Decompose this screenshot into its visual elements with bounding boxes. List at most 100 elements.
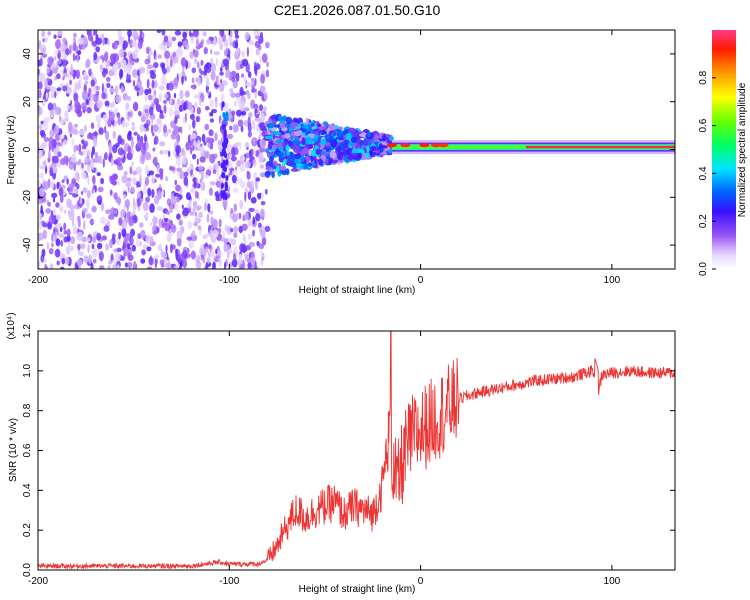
spectrogram-noise-mark — [163, 35, 169, 43]
spectrogram-noise-mark — [265, 69, 270, 78]
spectrogram-noise-mark — [70, 245, 74, 252]
spectrogram-noise-mark — [193, 49, 199, 58]
spectrogram-noise-mark — [176, 147, 180, 158]
spectrogram-noise-mark — [56, 87, 62, 92]
spectrogram-noise-mark — [46, 116, 52, 121]
spectrogram-spread-mark — [336, 146, 342, 153]
spectrogram-noise-mark — [49, 263, 54, 269]
spectrogram-noise-mark — [42, 181, 49, 191]
spectrogram-noise-mark — [230, 208, 234, 214]
spectrogram-spread-mark — [310, 122, 315, 127]
spectrogram-noise-mark — [254, 261, 257, 267]
spectrogram-noise-mark — [138, 68, 142, 76]
spectrogram-noise-mark — [53, 109, 57, 115]
spectrogram-noise-mark — [127, 130, 132, 137]
spectrogram-noise-mark — [232, 79, 238, 89]
spectrogram-noise-mark — [251, 88, 256, 93]
spectrogram-noise-mark — [229, 261, 233, 268]
spectrogram-noise-mark — [63, 175, 68, 181]
spectrogram-noise-mark — [70, 157, 77, 163]
spectrogram-noise-mark — [132, 122, 135, 127]
spectrogram-noise-mark — [45, 85, 52, 90]
spectrogram-noise-mark — [231, 170, 239, 176]
spectrogram-spread-mark — [357, 152, 362, 158]
spectrogram-noise-mark — [56, 260, 60, 266]
spectrogram-noise-mark — [152, 156, 158, 166]
spectrogram-noise-mark — [91, 187, 94, 195]
spectrogram-noise-mark — [54, 49, 59, 56]
spectrogram-x-tick-label: -100 — [219, 275, 239, 286]
spectrogram-noise-mark — [228, 36, 233, 43]
spectrogram-noise-mark — [127, 261, 132, 269]
spectrogram-noise-mark — [45, 37, 48, 43]
spectrogram-spread-mark — [290, 168, 299, 172]
spectrogram-noise-mark — [231, 110, 236, 116]
spectrogram-noise-mark — [178, 219, 183, 226]
spectrogram-spread-mark — [318, 158, 324, 166]
spectrogram-spread-mark — [323, 151, 328, 157]
spectrogram-spread-mark — [287, 140, 293, 147]
spectrogram-noise-mark — [234, 41, 239, 49]
spectrogram-noise-mark — [169, 166, 176, 171]
spectrogram-noise-mark — [188, 238, 194, 249]
spectrogram-spread-mark — [291, 139, 300, 146]
spectrogram-noise-mark — [207, 89, 210, 96]
spectrogram-noise-mark — [182, 31, 188, 39]
spectrogram-spread-mark — [347, 154, 355, 160]
spectrogram-tone-blob — [419, 143, 430, 148]
spectrogram-noise-mark — [238, 101, 246, 111]
spectrogram-noise-mark — [103, 225, 110, 232]
spectrogram-noise-mark — [176, 157, 182, 167]
spectrogram-noise-mark — [165, 58, 169, 68]
spectrogram-noise-mark — [195, 116, 199, 123]
spectrogram-spread-mark — [300, 166, 304, 170]
snr-y-tick-label: 0.2 — [22, 523, 33, 537]
spectrogram-noise-mark — [72, 53, 76, 62]
snr-y-tick-label: 1.0 — [22, 363, 33, 377]
spectrogram-noise-mark — [155, 173, 161, 178]
spectrogram-spread-mark — [274, 124, 281, 128]
spectrogram-spread-mark — [324, 142, 332, 147]
spectrogram-noise-mark — [225, 69, 231, 79]
spectrogram-noise-mark — [152, 230, 158, 235]
spectrogram-noise-mark — [81, 171, 87, 180]
spectrogram-noise-mark — [204, 202, 207, 212]
spectrogram-noise-mark — [62, 37, 67, 44]
spectrogram-noise-mark — [220, 93, 225, 104]
colorbar-tick-label: 0.2 — [698, 214, 709, 228]
spectrogram-noise-mark — [88, 87, 92, 95]
spectrogram-noise-mark — [235, 60, 242, 70]
spectrogram-noise-mark — [116, 247, 122, 253]
spectrogram-noise-mark — [132, 197, 136, 206]
spectrogram-noise-mark — [57, 30, 63, 37]
spectrogram-noise-mark — [176, 134, 181, 143]
spectrogram-noise-mark — [236, 212, 240, 217]
spectrogram-noise-mark — [114, 174, 119, 180]
spectrogram-noise-mark — [229, 125, 233, 131]
spectrogram-noise-mark — [57, 52, 61, 59]
spectrogram-noise-mark — [244, 142, 250, 148]
spectrogram-noise-mark — [73, 32, 77, 38]
spectrogram-noise-mark — [136, 79, 143, 89]
spectrogram-noise-mark — [163, 93, 169, 99]
spectrogram-noise-mark — [187, 101, 193, 111]
spectrogram-noise-mark — [210, 57, 213, 65]
spectrogram-noise-mark — [120, 59, 127, 69]
spectrogram-noise-mark — [82, 36, 88, 46]
spectrogram-noise-mark — [203, 150, 211, 159]
spectrogram-noise-mark — [264, 188, 268, 195]
spectrogram-noise-mark — [254, 66, 258, 75]
spectrogram-noise-mark — [238, 253, 243, 261]
snr-series-line — [37, 330, 676, 570]
spectrogram-noise-mark — [246, 182, 252, 189]
spectrogram-noise-mark — [181, 74, 184, 85]
spectrogram-noise-mark — [259, 54, 262, 64]
spectrogram-noise-mark — [57, 151, 62, 158]
spectrogram-spread-mark — [371, 140, 376, 145]
spectrogram-noise-mark — [63, 59, 67, 65]
spectrogram-noise-mark — [56, 223, 62, 228]
spectrogram-noise-mark — [151, 174, 155, 185]
spectrogram-noise-mark — [63, 117, 67, 124]
spectrogram-noise-mark — [109, 53, 117, 63]
